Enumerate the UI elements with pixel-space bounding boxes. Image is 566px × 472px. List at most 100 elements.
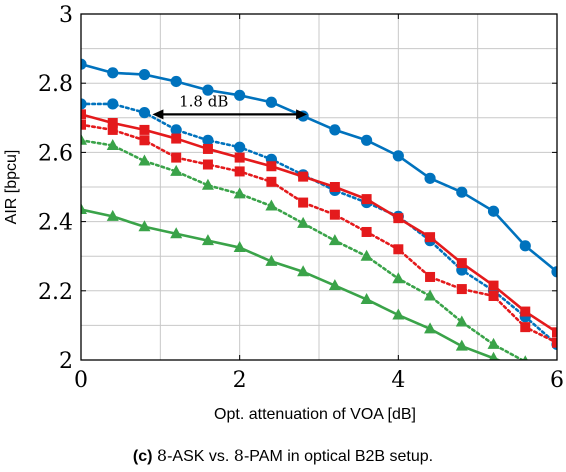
data-point: [107, 117, 118, 128]
series-6: [81, 202, 502, 360]
data-point: [393, 244, 404, 255]
annotation-label: 1.8 dB: [179, 92, 228, 110]
data-point: [489, 351, 499, 360]
data-point: [393, 213, 404, 224]
data-point: [297, 265, 310, 277]
annotation-arrowhead-right: [296, 109, 308, 120]
series-5: [81, 133, 528, 360]
data-point: [170, 164, 183, 176]
y-tick-label: 2: [59, 349, 73, 374]
data-point: [328, 234, 341, 246]
data-point: [106, 138, 119, 150]
data-point: [552, 337, 557, 348]
y-tick-label: 2.2: [38, 280, 73, 305]
data-point: [425, 232, 436, 243]
data-point: [202, 84, 214, 96]
data-point: [138, 107, 151, 119]
data-point: [298, 197, 309, 208]
data-point: [360, 249, 373, 261]
series-line: [81, 208, 502, 360]
data-point: [487, 337, 500, 349]
data-point: [233, 241, 246, 253]
data-point: [456, 284, 467, 295]
data-point: [81, 133, 87, 145]
data-point: [424, 322, 437, 334]
data-point: [361, 134, 373, 146]
series-line: [81, 123, 557, 345]
annotation-arrowhead-left: [152, 109, 164, 120]
data-point: [392, 272, 405, 284]
data-point: [328, 279, 341, 291]
data-point: [170, 124, 182, 136]
data-point: [329, 124, 341, 136]
plot-frame: [80, 13, 558, 361]
data-point: [360, 292, 373, 304]
data-point: [455, 315, 468, 327]
data-point: [265, 254, 278, 266]
x-tick-label: 0: [74, 368, 88, 393]
y-tick-label: 2.4: [38, 211, 73, 236]
data-point: [107, 67, 119, 79]
data-point: [520, 322, 531, 333]
data-point: [170, 227, 183, 239]
data-point: [266, 176, 277, 187]
data-point: [202, 143, 213, 154]
data-point: [234, 141, 246, 153]
data-point: [361, 194, 372, 205]
data-point: [171, 152, 182, 163]
data-point: [139, 135, 150, 146]
data-point: [81, 202, 87, 214]
y-tick-label: 3: [59, 3, 73, 28]
data-point: [424, 172, 436, 184]
data-point: [81, 98, 87, 110]
data-point: [329, 182, 340, 192]
data-point: [81, 109, 86, 120]
series-line: [81, 138, 525, 360]
x-axis-label: Opt. attenuation of VOA [dB]: [214, 406, 416, 423]
data-point: [424, 289, 437, 301]
data-point: [298, 171, 309, 182]
data-point: [488, 290, 499, 301]
y-tick-label: 2.6: [38, 141, 73, 166]
data-point: [234, 166, 245, 177]
series-line: [81, 113, 557, 334]
data-point: [201, 178, 214, 190]
data-point: [522, 355, 528, 360]
data-point: [266, 161, 277, 172]
data-point: [139, 124, 150, 135]
data-point: [265, 199, 278, 211]
y-tick-label: 2.8: [38, 72, 73, 97]
data-point: [81, 58, 87, 70]
data-point: [456, 258, 467, 269]
caption-math-1: 8: [156, 446, 168, 465]
x-tick-label: 4: [391, 368, 405, 393]
figure-caption: (c) 8-ASK vs. 8-PAM in optical B2B setup…: [0, 446, 566, 466]
data-point: [392, 308, 405, 320]
data-point: [106, 209, 119, 221]
x-tick-label: 6: [550, 368, 564, 393]
caption-math-2: 8: [233, 446, 244, 465]
data-point: [361, 226, 372, 237]
data-point: [551, 266, 557, 278]
data-point: [107, 98, 119, 110]
grid-lines: [80, 13, 558, 361]
data-point: [425, 271, 436, 282]
data-point: [234, 89, 246, 101]
data-point: [171, 133, 182, 144]
series-1: [81, 58, 557, 278]
tick-labels: 0 2 4 622.22.42.62.83: [38, 3, 564, 393]
caption-label: (c): [132, 448, 153, 465]
data-point: [265, 96, 277, 108]
data-point: [202, 159, 213, 170]
series-3: [81, 109, 557, 338]
series-line: [81, 62, 557, 274]
data-point: [201, 234, 214, 246]
data-point: [520, 306, 531, 317]
axes-box: [80, 13, 558, 361]
caption-text-2: -PAM in optical B2B setup.: [243, 448, 434, 465]
data-point: [456, 186, 468, 198]
data-point: [234, 152, 245, 163]
series-group: [81, 58, 557, 360]
data-point: [519, 240, 531, 252]
caption-text-1: -ASK vs.: [167, 448, 234, 465]
